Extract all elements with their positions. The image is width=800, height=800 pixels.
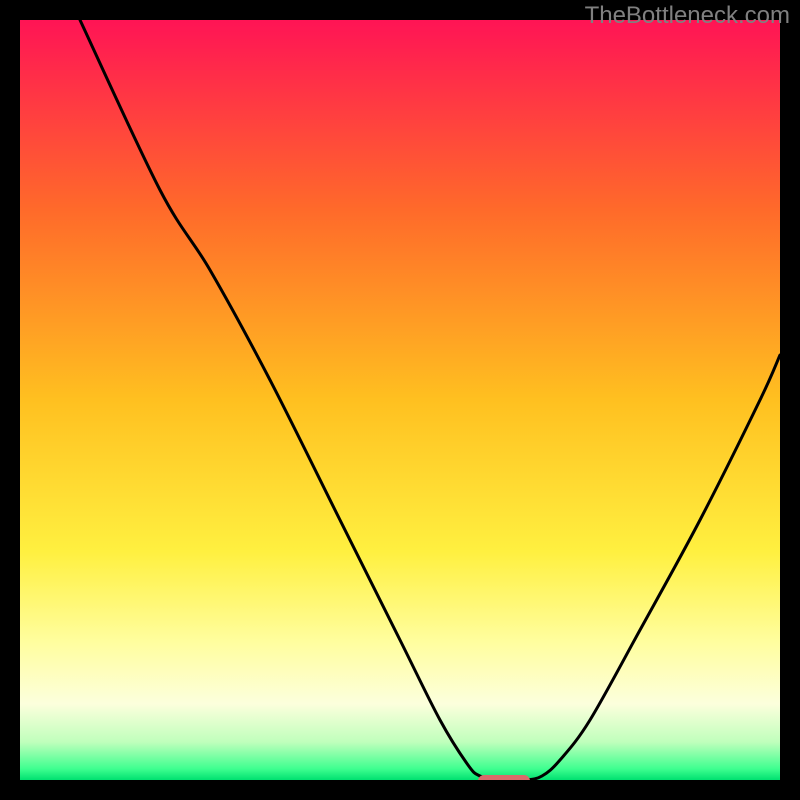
bottleneck-curve bbox=[80, 20, 780, 780]
optimal-marker bbox=[478, 775, 530, 780]
plot-svg bbox=[20, 20, 780, 780]
plot-area bbox=[20, 20, 780, 780]
watermark-text: TheBottleneck.com bbox=[585, 2, 790, 30]
